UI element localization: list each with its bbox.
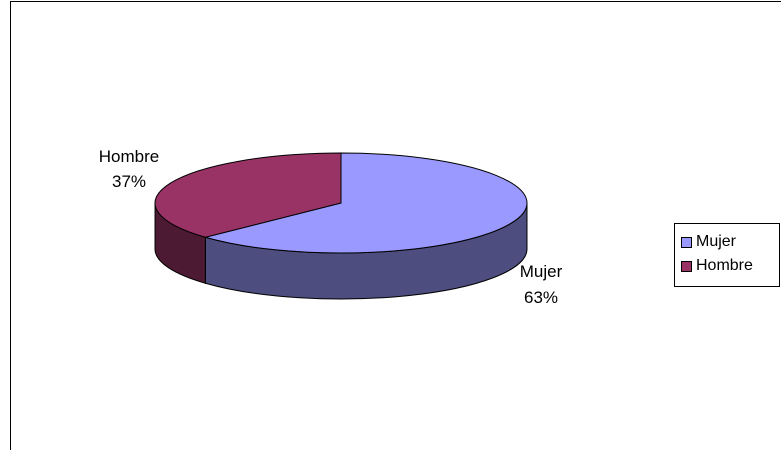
legend-label-mujer: Mujer [696,233,737,250]
legend-item-hombre: Hombre [681,254,779,278]
legend-item-mujer: Mujer [681,230,779,254]
slice-top-hombre [154,152,342,238]
legend-swatch-hombre [681,260,692,272]
slice-label-hombre-percent: 37% [112,172,146,191]
slice-label-mujer-percent: 63% [524,288,558,307]
slice-label-hombre-name: Hombre [99,147,159,166]
slice-top-mujer [203,152,528,254]
legend-label-hombre: Hombre [696,257,753,274]
legend-swatch-mujer [681,236,692,248]
slice-label-mujer-name: Mujer [520,262,563,281]
legend: Mujer Hombre [674,223,780,287]
